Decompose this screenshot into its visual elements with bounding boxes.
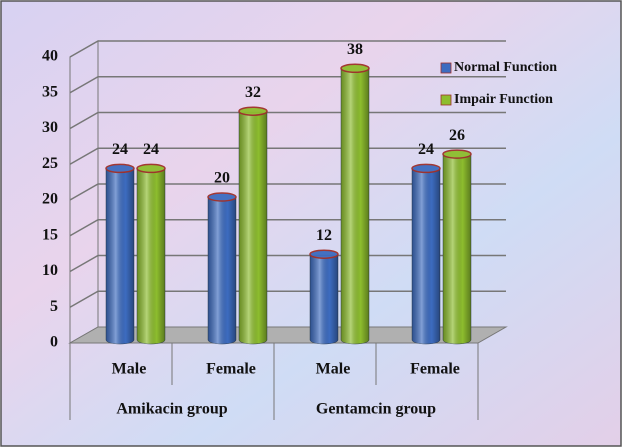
group-label: Amikacin group bbox=[116, 401, 227, 418]
bar-cap bbox=[105, 163, 135, 174]
value-label: 20 bbox=[214, 170, 230, 187]
y-tick-label: 10 bbox=[42, 262, 58, 279]
bar-shade bbox=[310, 254, 338, 344]
grid-line bbox=[69, 183, 506, 201]
value-label: 24 bbox=[143, 141, 159, 158]
group-label: Gentamcin group bbox=[316, 401, 436, 418]
value-label: 38 bbox=[347, 41, 363, 58]
bar-cap bbox=[136, 163, 166, 174]
value-label: 26 bbox=[449, 127, 465, 144]
y-tick-label: 5 bbox=[50, 298, 58, 315]
bar-shade bbox=[137, 168, 165, 344]
x-tick-label: Female bbox=[410, 361, 460, 378]
bar-cap bbox=[340, 63, 370, 74]
bar-shade bbox=[443, 154, 471, 344]
legend-swatch bbox=[440, 94, 452, 106]
y-tick-label: 30 bbox=[42, 119, 58, 136]
bar-shade bbox=[341, 68, 369, 345]
bar-cap bbox=[207, 192, 237, 202]
bar-shade bbox=[208, 197, 236, 344]
y-tick-label: 25 bbox=[42, 155, 58, 172]
bar-shade bbox=[106, 168, 134, 344]
x-tick-label: Female bbox=[206, 361, 256, 378]
value-label: 32 bbox=[245, 84, 261, 101]
y-tick-label: 40 bbox=[42, 48, 58, 65]
legend-label: Impair Function bbox=[454, 92, 553, 107]
y-tick-label: 35 bbox=[42, 83, 58, 100]
grid-line bbox=[69, 290, 506, 308]
bar-shade bbox=[412, 168, 440, 344]
legend-label: Normal Function bbox=[454, 60, 557, 75]
grid-line bbox=[69, 219, 506, 237]
y-tick-label: 20 bbox=[42, 191, 58, 208]
grid-line bbox=[69, 254, 506, 273]
legend-swatch bbox=[440, 62, 452, 74]
bar-cap bbox=[238, 106, 268, 116]
value-label: 12 bbox=[316, 227, 332, 244]
bar-cap bbox=[411, 163, 441, 174]
y-tick-label: 15 bbox=[42, 226, 58, 243]
floor bbox=[68, 326, 508, 344]
y-tick-label: 0 bbox=[50, 334, 58, 351]
bar-shade bbox=[239, 111, 267, 344]
grid-line bbox=[69, 147, 506, 165]
bar-cap bbox=[309, 249, 339, 259]
bar-cap bbox=[442, 149, 472, 159]
grid-line bbox=[69, 111, 506, 130]
x-tick-label: Male bbox=[316, 361, 351, 378]
grid-line bbox=[69, 76, 506, 94]
x-tick-label: Male bbox=[112, 361, 147, 378]
value-label: 24 bbox=[418, 141, 434, 158]
grid-line bbox=[69, 40, 506, 58]
value-label: 24 bbox=[112, 141, 128, 158]
